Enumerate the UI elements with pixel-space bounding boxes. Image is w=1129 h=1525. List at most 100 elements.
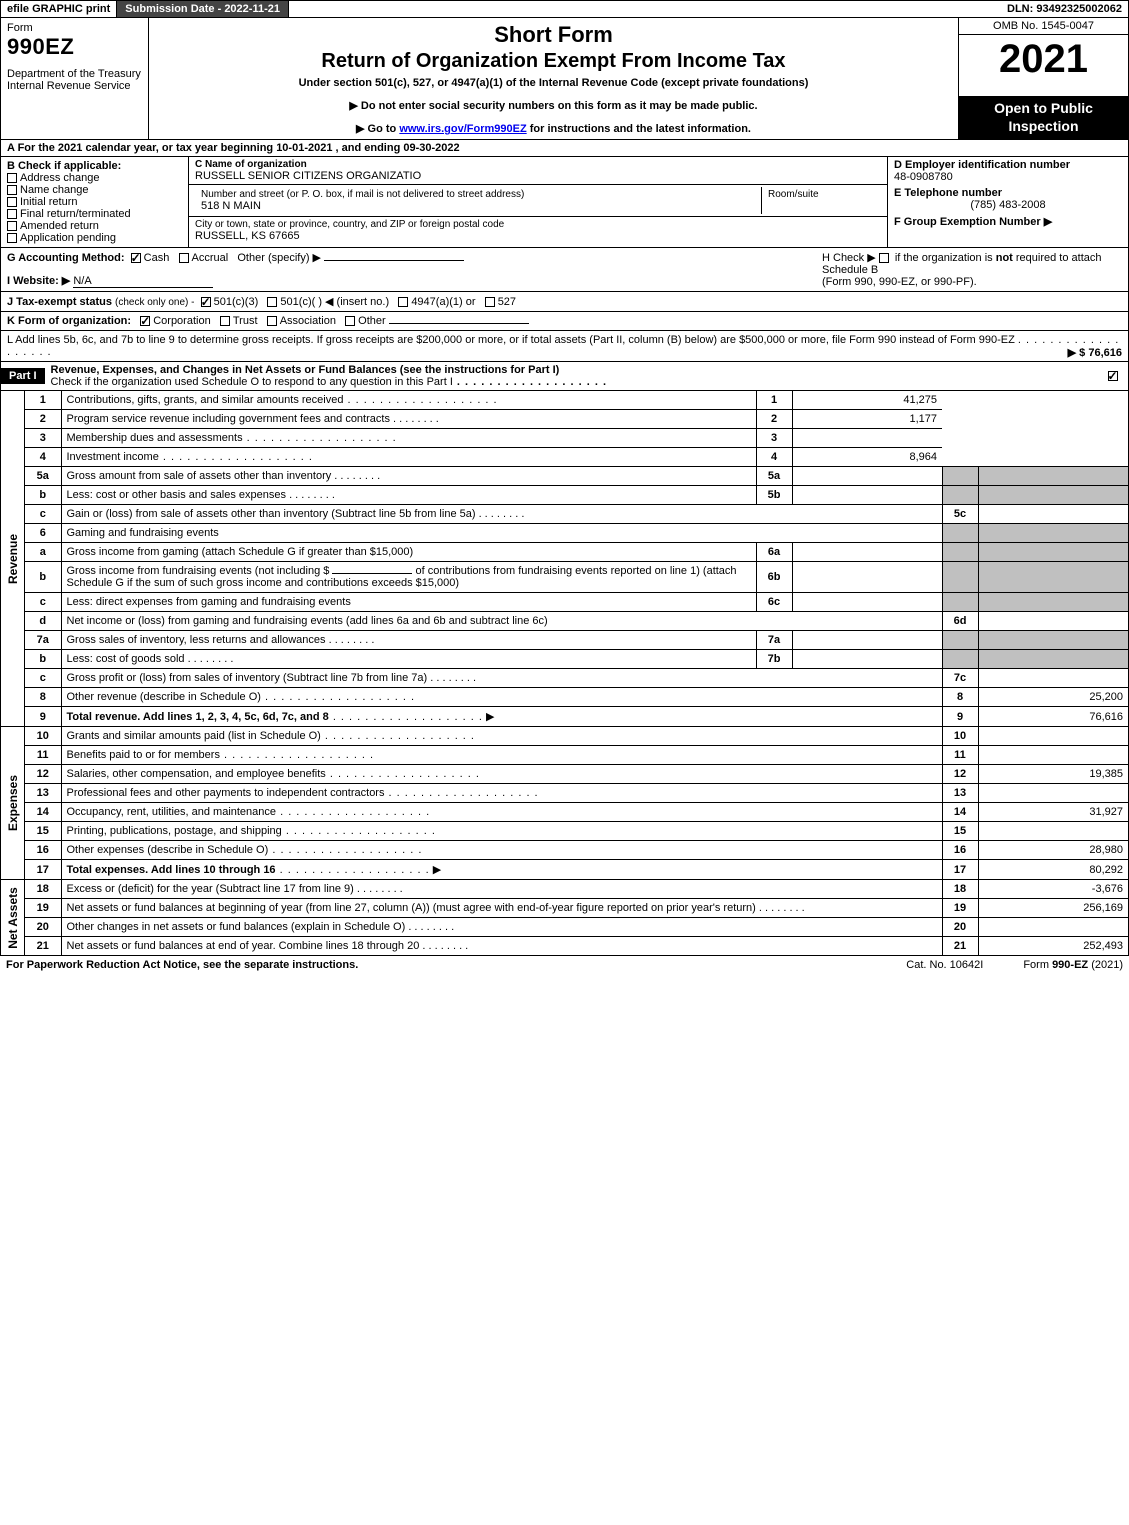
c-addr-label: Number and street (or P. O. box, if mail… [201, 189, 755, 200]
section-l: L Add lines 5b, 6c, and 7b to line 9 to … [0, 331, 1129, 362]
website-value: N/A [73, 275, 213, 288]
form-label: Form [7, 22, 142, 34]
form-number: 990EZ [7, 34, 142, 60]
line-19: 19Net assets or fund balances at beginni… [25, 899, 1128, 918]
revenue-table: 1Contributions, gifts, grants, and simil… [25, 391, 1128, 726]
l-amount: ▶ $ 76,616 [1068, 346, 1122, 359]
top-bar: efile GRAPHIC print Submission Date - 20… [0, 0, 1129, 18]
g-label: G Accounting Method: [7, 252, 125, 264]
org-city: RUSSELL, KS 67665 [195, 230, 881, 242]
note-goto-post: for instructions and the latest informat… [527, 123, 751, 135]
line-5b: bLess: cost or other basis and sales exp… [25, 486, 1128, 505]
opt-address-change[interactable]: Address change [7, 172, 182, 184]
g-accrual: Accrual [192, 252, 229, 264]
phone: (785) 483-2008 [894, 199, 1122, 211]
line-15: 15Printing, publications, postage, and s… [25, 822, 1128, 841]
part-i-header: Part I Revenue, Expenses, and Changes in… [0, 362, 1129, 391]
j-501c3-check[interactable] [201, 297, 211, 307]
line-7c: cGross profit or (loss) from sales of in… [25, 669, 1128, 688]
k-trust-check[interactable] [220, 316, 230, 326]
cat-no: Cat. No. 10642I [866, 959, 1023, 971]
line-7a: 7aGross sales of inventory, less returns… [25, 631, 1128, 650]
tax-year: 2021 [959, 35, 1128, 96]
c-city-label: City or town, state or province, country… [195, 219, 881, 230]
part-i-schedule-o-check[interactable] [1108, 371, 1118, 381]
note-goto-pre: ▶ Go to [356, 123, 399, 135]
line-3: 3Membership dues and assessments3 [25, 429, 1128, 448]
org-street: 518 N MAIN [201, 200, 755, 212]
opt-name-change[interactable]: Name change [7, 184, 182, 196]
opt-initial-return[interactable]: Initial return [7, 196, 182, 208]
return-title: Return of Organization Exempt From Incom… [155, 50, 952, 73]
i-label: I Website: ▶ [7, 275, 70, 287]
line-9: 9Total revenue. Add lines 1, 2, 3, 4, 5c… [25, 707, 1128, 727]
j-501c: 501(c)( ) ◀ (insert no.) [280, 296, 389, 308]
line-5c: cGain or (loss) from sale of assets othe… [25, 505, 1128, 524]
form-header: Form 990EZ Department of the Treasury In… [0, 18, 1129, 140]
j-501c-check[interactable] [267, 297, 277, 307]
k-trust: Trust [233, 315, 258, 327]
section-def: D Employer identification number 48-0908… [888, 157, 1128, 247]
e-label: E Telephone number [894, 187, 1122, 199]
note-ssn: ▶ Do not enter social security numbers o… [155, 99, 952, 112]
line-16: 16Other expenses (describe in Schedule O… [25, 841, 1128, 860]
line-21: 21Net assets or fund balances at end of … [25, 937, 1128, 956]
g-other: Other (specify) ▶ [237, 252, 321, 264]
g-cash: Cash [144, 252, 170, 264]
g-accrual-check[interactable] [179, 253, 189, 263]
entity-block: B Check if applicable: Address change Na… [0, 157, 1129, 248]
expenses-table: 10Grants and similar amounts paid (list … [25, 727, 1128, 879]
line-6a: aGross income from gaming (attach Schedu… [25, 543, 1128, 562]
netassets-table: 18Excess or (deficit) for the year (Subt… [25, 880, 1128, 955]
k-assoc-check[interactable] [267, 316, 277, 326]
line-18: 18Excess or (deficit) for the year (Subt… [25, 880, 1128, 899]
c-room-label: Room/suite [768, 189, 875, 200]
opt-application-pending[interactable]: Application pending [7, 232, 182, 244]
line-6c: cLess: direct expenses from gaming and f… [25, 593, 1128, 612]
dept-label: Department of the Treasury Internal Reve… [7, 68, 142, 92]
submission-date: Submission Date - 2022-11-21 [116, 1, 289, 17]
line-12: 12Salaries, other compensation, and empl… [25, 765, 1128, 784]
ein: 48-0908780 [894, 171, 1122, 183]
k-other: Other [358, 315, 386, 327]
j-4947-check[interactable] [398, 297, 408, 307]
j-527-check[interactable] [485, 297, 495, 307]
line-6: 6Gaming and fundraising events [25, 524, 1128, 543]
omb-number: OMB No. 1545-0047 [959, 18, 1128, 35]
line-7b: bLess: cost of goods sold7b [25, 650, 1128, 669]
expenses-section: Expenses 10Grants and similar amounts pa… [0, 727, 1129, 880]
h-mid: if the organization is [892, 252, 996, 264]
line-6d: dNet income or (loss) from gaming and fu… [25, 612, 1128, 631]
k-other-check[interactable] [345, 316, 355, 326]
g-cash-check[interactable] [131, 253, 141, 263]
paperwork-notice: For Paperwork Reduction Act Notice, see … [6, 959, 866, 971]
section-b: B Check if applicable: Address change Na… [1, 157, 189, 247]
netassets-section: Net Assets 18Excess or (deficit) for the… [0, 880, 1129, 956]
j-hint: (check only one) - [115, 297, 194, 308]
h-not: not [996, 252, 1013, 264]
efile-print[interactable]: efile GRAPHIC print [1, 1, 116, 17]
section-k: K Form of organization: Corporation Trus… [0, 312, 1129, 331]
line-8: 8Other revenue (describe in Schedule O)8… [25, 688, 1128, 707]
section-b-label: B Check if applicable: [7, 160, 182, 172]
line-13: 13Professional fees and other payments t… [25, 784, 1128, 803]
open-to-public: Open to Public Inspection [959, 96, 1128, 139]
short-form-title: Short Form [155, 22, 952, 48]
line-4: 4Investment income48,964 [25, 448, 1128, 467]
opt-amended-return[interactable]: Amended return [7, 220, 182, 232]
section-c: C Name of organization RUSSELL SENIOR CI… [189, 157, 888, 247]
opt-final-return[interactable]: Final return/terminated [7, 208, 182, 220]
under-section: Under section 501(c), 527, or 4947(a)(1)… [155, 77, 952, 89]
d-label: D Employer identification number [894, 159, 1122, 171]
k-corp-check[interactable] [140, 316, 150, 326]
line-10: 10Grants and similar amounts paid (list … [25, 727, 1128, 746]
h-sub: (Form 990, 990-EZ, or 990-PF). [822, 276, 1122, 288]
h-check[interactable] [879, 253, 889, 263]
part-i-label: Part I [1, 368, 45, 384]
form-version: Form 990-EZ (2021) [1023, 959, 1123, 971]
irs-link[interactable]: www.irs.gov/Form990EZ [399, 123, 526, 135]
j-501c3: 501(c)(3) [214, 296, 259, 308]
line-5a: 5aGross amount from sale of assets other… [25, 467, 1128, 486]
line-11: 11Benefits paid to or for members11 [25, 746, 1128, 765]
note-goto: ▶ Go to www.irs.gov/Form990EZ for instru… [155, 122, 952, 135]
